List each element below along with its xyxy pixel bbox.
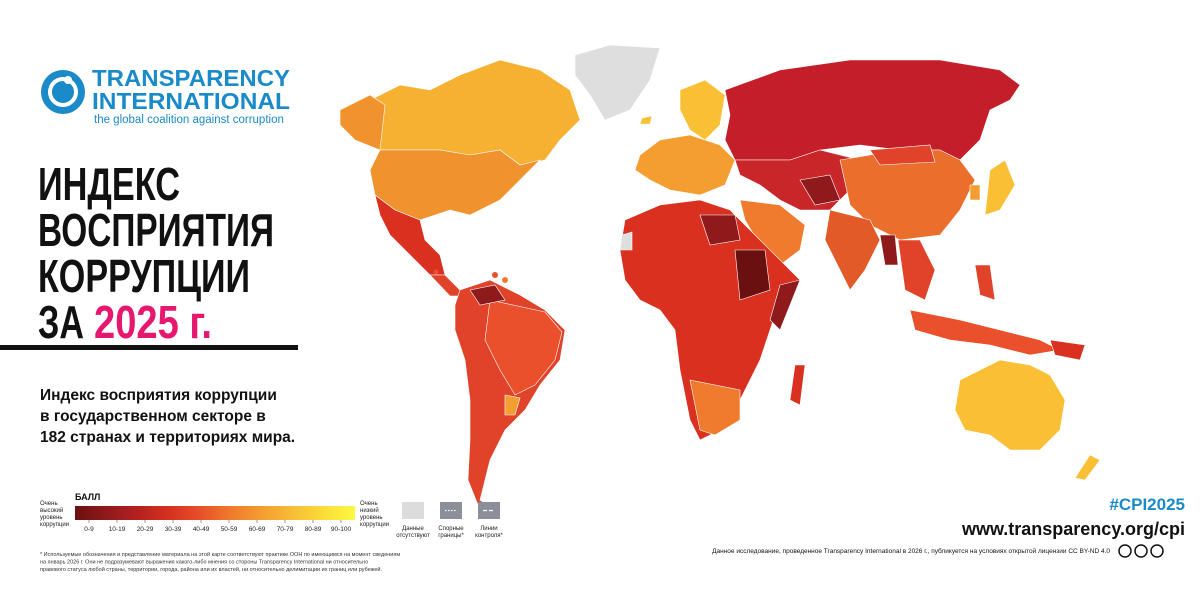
hashtag: #CPI2025 — [1109, 495, 1185, 514]
title: ИНДЕКС ВОСПРИЯТИЯ КОРРУПЦИИ ЗА 2025 г. — [38, 158, 274, 348]
legend-extra-label: Линии — [480, 526, 497, 532]
cc-icon — [1118, 544, 1132, 558]
logo-icon-ring — [48, 77, 78, 107]
license: Данное исследование, проведенное Transpa… — [712, 547, 1110, 555]
southeast-asia — [897, 239, 936, 301]
legend-low-label: высокий — [40, 507, 63, 514]
india — [824, 209, 881, 291]
uruguay — [504, 394, 521, 416]
description: Индекс восприятия коррупции в государств… — [40, 387, 295, 446]
title-year: 2025 г. — [94, 296, 212, 348]
legend: БАЛЛ 0-9 10-19 20-29 30-39 40-49 50-59 60-69 70… — [40, 492, 504, 539]
title-line: ИНДЕКС — [38, 158, 180, 210]
somalia — [769, 279, 801, 331]
footnote-line: * Используемые обозначения и представлен… — [40, 551, 400, 558]
afghanistan — [799, 174, 841, 206]
korea — [969, 184, 981, 201]
cc-icons — [1118, 544, 1164, 558]
url: www.transparency.org/cpi — [961, 519, 1185, 539]
scandinavia — [679, 79, 726, 141]
legend-title: БАЛЛ — [75, 492, 100, 502]
japan — [984, 159, 1016, 216]
indonesia — [909, 309, 1061, 356]
legend-bin-label: 0-9 — [84, 526, 94, 533]
legend-low-label: уровень — [40, 515, 63, 521]
logo-icon — [41, 70, 85, 114]
world-map — [339, 44, 1101, 511]
legend-bin-label: 20-29 — [137, 526, 154, 533]
legend-bin-label: 80-89 — [305, 526, 322, 533]
logo-tagline: the global coalition against corruption — [94, 114, 284, 126]
footnote-line: правового статуса любой страны, территор… — [40, 566, 382, 573]
legend-extra-label: Спорные — [438, 526, 464, 532]
greenland — [574, 44, 661, 121]
caribbean-island — [502, 277, 508, 283]
southern-africa — [689, 379, 741, 436]
arabia — [739, 199, 806, 266]
legend-extra-label: границы* — [438, 533, 464, 539]
legend-bin-label: 30-39 — [165, 526, 182, 533]
iceland — [639, 115, 653, 125]
legend-low-label: Очень — [40, 501, 58, 507]
title-rule — [0, 345, 298, 350]
venezuela — [469, 284, 506, 306]
legend-high-label: Очень — [360, 501, 378, 507]
europe — [634, 134, 736, 196]
legend-bar — [75, 506, 355, 520]
cc-icon — [1134, 544, 1148, 558]
legend-high-label: коррупции — [360, 522, 389, 528]
description-line: Индекс восприятия коррупции — [40, 387, 277, 404]
brazil — [484, 299, 563, 396]
logo-name: TRANSPARENCY — [92, 65, 290, 91]
description-line: 182 странах и территориях мира. — [40, 429, 295, 446]
legend-high-label: низкий — [360, 507, 379, 514]
philippines — [974, 264, 996, 301]
papua-new-guinea — [1049, 339, 1086, 361]
legend-bin-label: 90-100 — [331, 526, 352, 533]
western-sahara — [619, 231, 633, 251]
footnote-line: на январь 2026 г. Они не подразумевают в… — [40, 560, 368, 566]
legend-high-label: уровень — [360, 515, 383, 521]
cc-icon — [1150, 544, 1164, 558]
description-line: в государственном секторе в — [40, 408, 266, 425]
australia — [954, 359, 1066, 451]
madagascar — [789, 364, 806, 406]
mongolia — [869, 144, 936, 166]
legend-bin-label: 10-19 — [109, 526, 126, 533]
logo-icon-dot — [64, 76, 72, 84]
title-line: ВОСПРИЯТИЯ — [38, 204, 274, 256]
sudan — [734, 249, 771, 301]
legend-low-label: коррупции — [40, 522, 69, 528]
footnote: * Используемые обозначения и представлен… — [40, 551, 400, 573]
title-line: ЗА — [38, 296, 84, 348]
legend-extra-label: Данные — [402, 526, 424, 532]
libya — [699, 214, 741, 246]
legend-bin-label: 50-59 — [221, 526, 238, 533]
legend-extra-label: отсутствуют — [396, 533, 430, 539]
caribbean-island — [433, 269, 439, 275]
new-zealand — [1074, 454, 1101, 481]
logo: TRANSPARENCY INTERNATIONAL the global co… — [41, 65, 290, 126]
legend-bin-label: 70-79 — [277, 526, 294, 533]
legend-extra-swatch — [402, 502, 424, 519]
caribbean-island — [492, 272, 498, 278]
logo-name: INTERNATIONAL — [92, 88, 290, 114]
legend-bin-label: 40-49 — [193, 526, 210, 533]
legend-extra-label: контроля* — [475, 533, 503, 539]
myanmar — [879, 234, 899, 266]
title-line: КОРРУПЦИИ — [38, 250, 250, 302]
legend-bin-label: 60-69 — [249, 526, 266, 533]
